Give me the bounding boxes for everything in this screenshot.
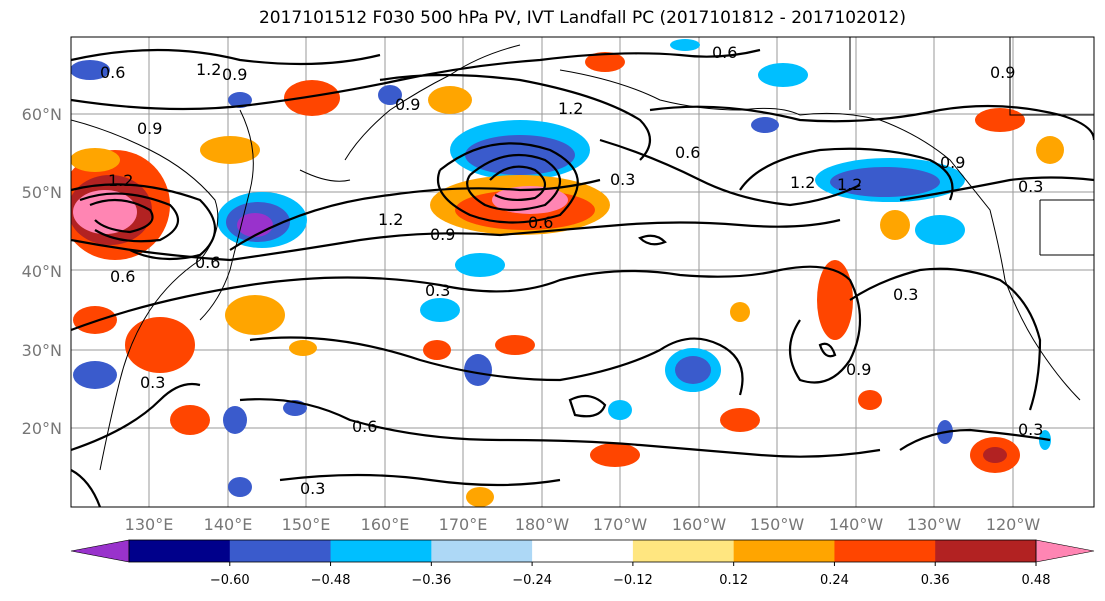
longitude-labels: 130°E 140°E 150°E 160°E 170°E 180°W 170°… [125,515,1041,534]
colorbar-tick-label: 0.12 [719,573,748,588]
contour-label: 1.2 [558,99,583,118]
contour-label: 0.6 [195,253,220,272]
lat-label: 30°N [22,341,62,360]
ivt-contours [71,48,1094,507]
colorbar-tick-label: 0.36 [921,573,950,588]
colorbar-swatch [229,540,332,562]
lon-label: 140°W [829,515,884,534]
colorbar-swatch [733,540,835,562]
contour-label: 0.3 [1018,177,1043,196]
contour-label: 0.3 [1018,420,1043,439]
lon-label: 140°E [204,515,253,534]
lon-label: 150°W [750,515,805,534]
lon-label: 180°W [515,515,570,534]
contour-label: 0.3 [300,479,325,498]
lon-label: 170°W [593,515,648,534]
map-frame [70,36,1095,508]
contour-label: 0.3 [893,285,918,304]
colorbar-tick-label: −0.36 [411,573,451,588]
colorbar-swatch [632,540,735,562]
contour-label: 0.3 [425,281,450,300]
contour-label: 0.9 [395,95,420,114]
colorbar-swatch [834,540,936,562]
contour-label: 0.6 [675,143,700,162]
contour-label: 1.2 [837,175,862,194]
colorbar-swatch [330,540,432,562]
contour-label: 0.9 [430,225,455,244]
contour-label: 0.3 [140,373,165,392]
colorbar-tick-label: 0.48 [1022,573,1051,588]
colorbar-extend-high [1035,539,1095,563]
colorbar-swatch [431,540,533,562]
colorbar-extend-low [70,539,130,563]
latitude-labels: 60°N 50°N 40°N 30°N 20°N [22,105,62,438]
colorbar: −0.60 −0.48 −0.36 −0.24 −0.12 0.12 0.24 0.36 0.4… [70,539,1095,588]
lon-label: 130°W [907,515,962,534]
colorbar-border [128,539,1037,563]
pv-anomaly-fills [71,39,1064,507]
contour-label: 0.9 [940,153,965,172]
lat-label: 50°N [22,183,62,202]
contour-label: 0.9 [222,65,247,84]
lon-label: 120°W [986,515,1041,534]
contour-label: 0.9 [846,360,871,379]
contour-label: 0.6 [110,267,135,286]
lon-label: 160°E [361,515,410,534]
colorbar-tick-label: −0.24 [512,573,552,588]
contour-labels: 0.6 0.9 1.2 0.9 1.2 0.6 0.9 0.9 1.2 1.2 … [100,43,1043,498]
colorbar-tick-label: 0.24 [820,573,849,588]
contour-label: 0.6 [352,417,377,436]
lon-label: 150°E [282,515,331,534]
lon-label: 130°E [125,515,174,534]
contour-label: 0.9 [990,63,1015,82]
lat-label: 60°N [22,105,62,124]
colorbar-tick-label: −0.12 [613,573,653,588]
colorbar-swatch [129,540,231,562]
contour-label: 1.2 [196,60,221,79]
contour-label: 0.6 [100,63,125,82]
contour-label: 1.2 [108,171,133,190]
contour-label: 0.6 [528,213,553,232]
colorbar-tick-label: −0.48 [311,573,351,588]
lon-label: 170°E [439,515,488,534]
contour-label: 0.6 [712,43,737,62]
contour-label: 0.9 [137,119,162,138]
colorbar-swatch [935,540,1037,562]
colorbar-swatch [532,540,634,562]
contour-label: 0.3 [610,170,635,189]
colorbar-tick-label: −0.60 [210,573,250,588]
map-title: 2017101512 F030 500 hPa PV, IVT Landfall… [258,8,906,28]
lat-label: 20°N [22,419,62,438]
contour-label: 1.2 [378,210,403,229]
lat-label: 40°N [22,262,62,281]
contour-label: 1.2 [790,173,815,192]
lon-label: 160°W [672,515,727,534]
